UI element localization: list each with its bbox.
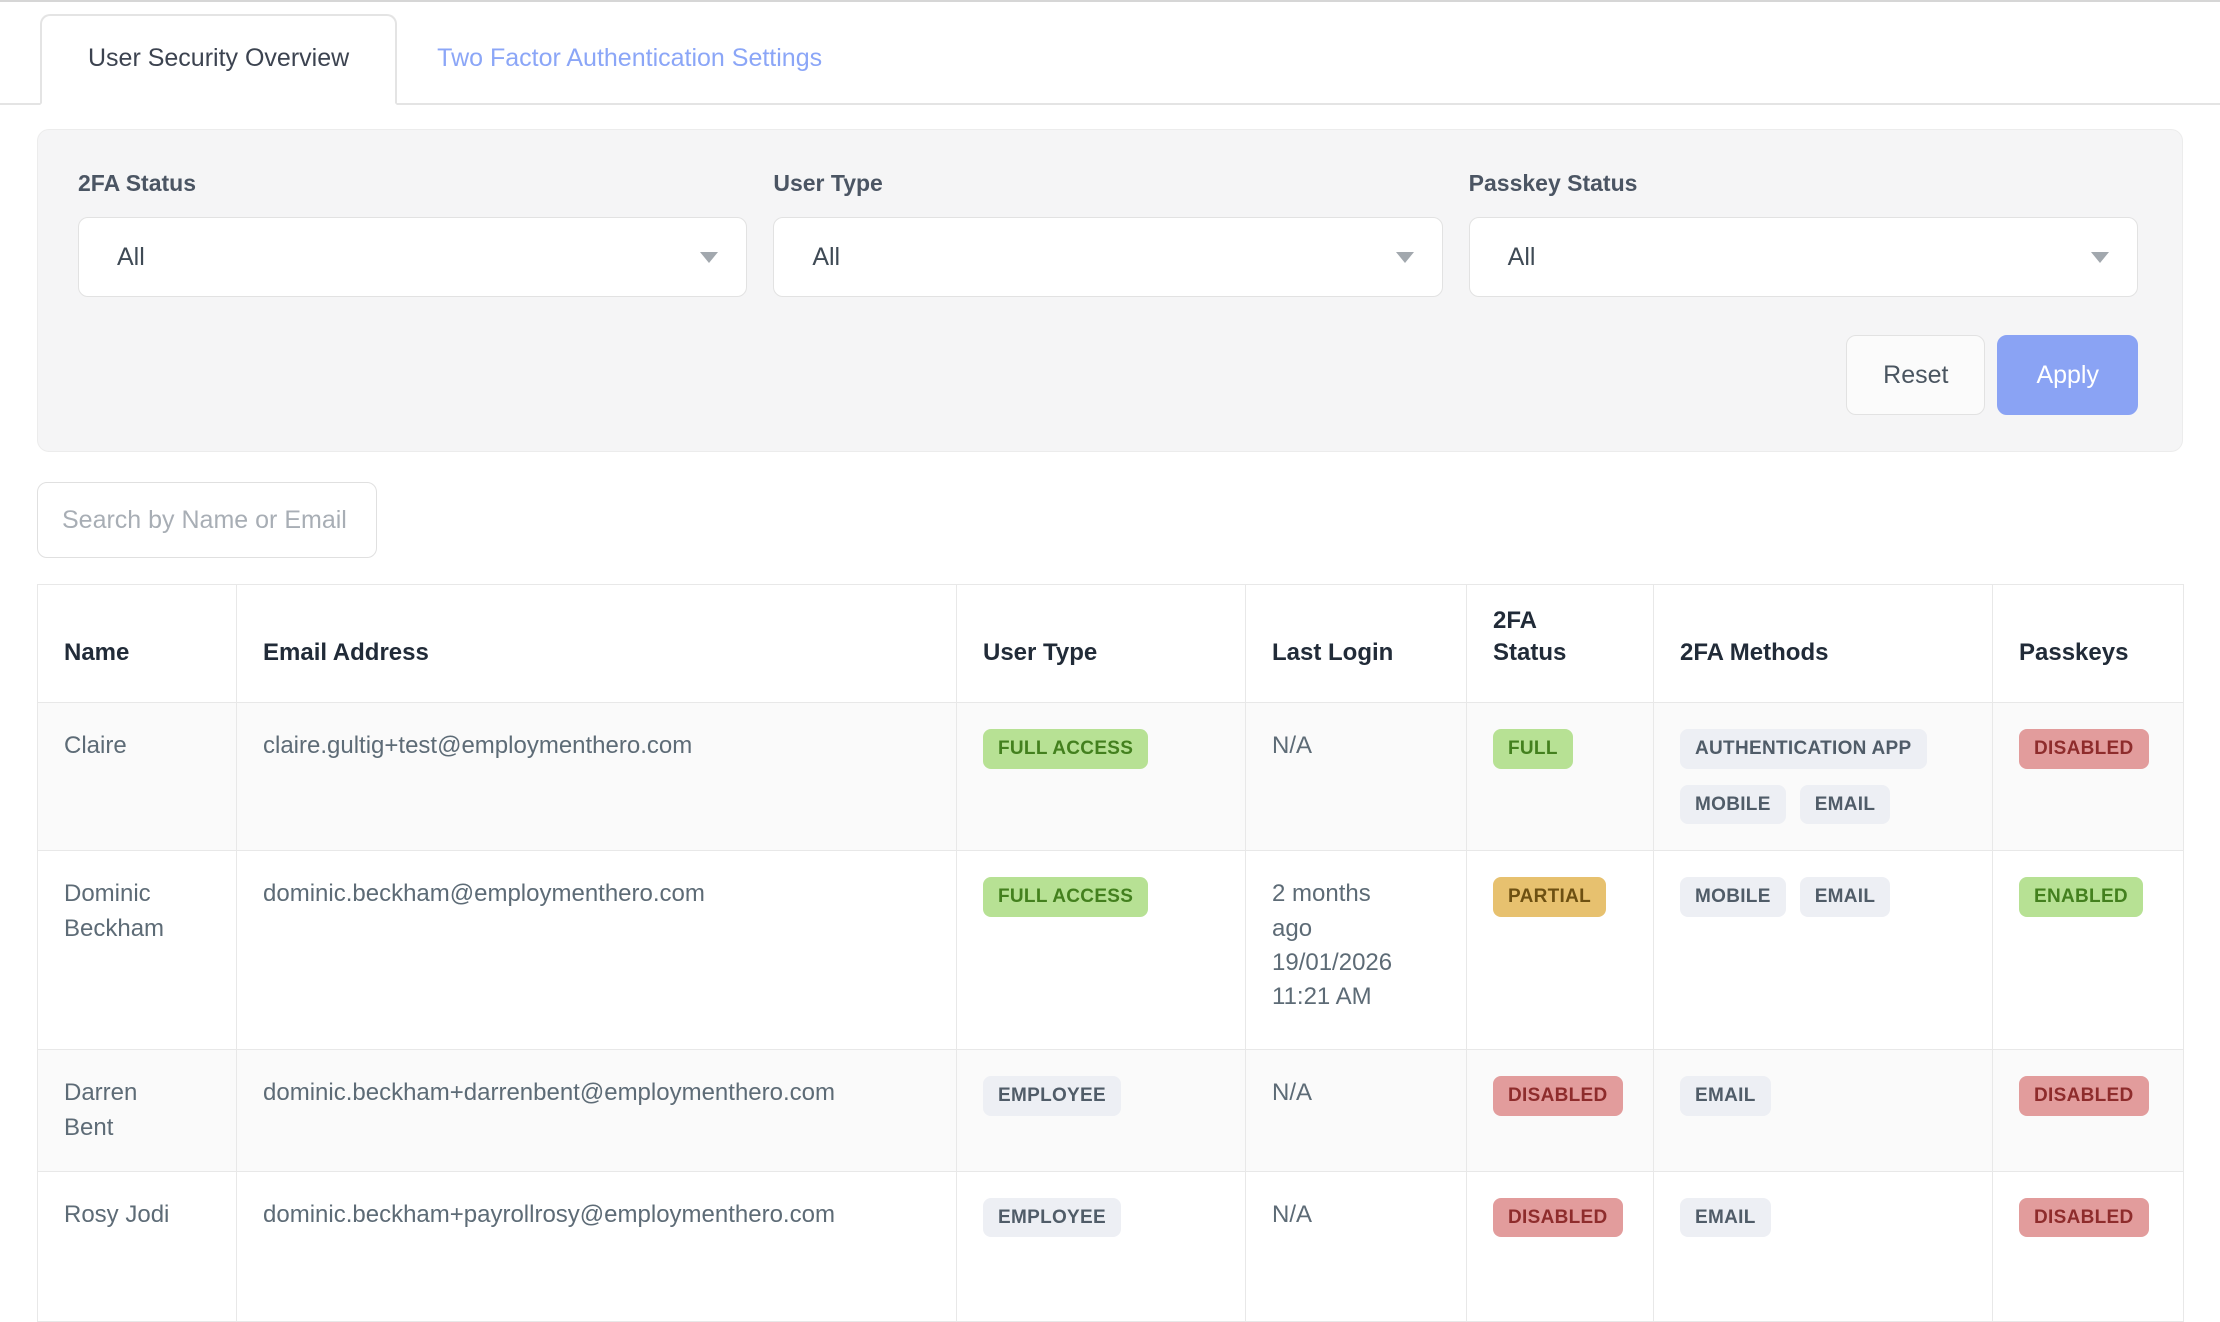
cell-email: claire.gultig+test@employmenthero.com: [236, 701, 957, 852]
2fa-method-badge: MOBILE: [1680, 784, 1786, 825]
cell-last-login: N/A: [1245, 1049, 1467, 1172]
search-row: [37, 482, 2183, 558]
passkeys-badge: ENABLED: [2019, 877, 2143, 918]
passkey-status-select-value: All: [1507, 242, 1536, 271]
cell-email: dominic.beckham+darrenbent@employmenther…: [236, 1049, 957, 1172]
cell-name: Dominic Beckham: [37, 850, 237, 1051]
2fa-method-badge: EMAIL: [1680, 1197, 1771, 1238]
2fa-method-badge: EMAIL: [1799, 877, 1891, 918]
search-input[interactable]: [37, 482, 377, 558]
column-header-passkeys: Passkeys: [1992, 584, 2184, 703]
cell-2fa-status: PARTIAL: [1466, 850, 1654, 1051]
table-header-row: Name Email Address User Type Last Login …: [37, 584, 2184, 703]
cell-user-type: EMPLOYEE: [956, 1170, 1246, 1322]
column-header-last-login: Last Login: [1245, 584, 1467, 703]
filter-label-2fa-status: 2FA Status: [78, 170, 197, 196]
chevron-down-icon: [700, 251, 719, 263]
tab-two-factor-authentication-settings[interactable]: Two Factor Authentication Settings: [437, 44, 823, 72]
filter-group-user-type: User Type All: [773, 170, 1443, 297]
cell-email: dominic.beckham+payrollrosy@employmenthe…: [236, 1170, 957, 1322]
filter-group-passkey-status: Passkey Status All: [1468, 170, 2138, 297]
2fa-method-badge: AUTHENTICATION APP: [1680, 728, 1927, 769]
column-header-name: Name: [37, 584, 237, 703]
2fa-status-select-value: All: [117, 242, 145, 271]
cell-name: Rosy Jodi: [37, 1170, 237, 1322]
user-type-badge: FULL ACCESS: [983, 877, 1149, 918]
table-row: Darren Bent dominic.beckham+darrenbent@e…: [37, 1049, 2184, 1172]
passkeys-badge: DISABLED: [2019, 1076, 2149, 1117]
2fa-status-badge: PARTIAL: [1493, 877, 1607, 918]
column-header-2fa-methods: 2FA Methods: [1653, 584, 1993, 703]
column-header-2fa-status: 2FA Status: [1466, 584, 1654, 703]
cell-email: dominic.beckham@employmenthero.com: [236, 850, 957, 1051]
passkeys-badge: DISABLED: [2019, 728, 2149, 769]
passkeys-badge: DISABLED: [2019, 1197, 2149, 1238]
cell-user-type: FULL ACCESS: [956, 850, 1246, 1051]
filter-label-user-type: User Type: [773, 170, 883, 196]
cell-passkeys: DISABLED: [1992, 701, 2184, 852]
2fa-status-select[interactable]: All: [78, 217, 748, 297]
chevron-down-icon: [2090, 251, 2109, 263]
apply-button[interactable]: Apply: [1997, 335, 2138, 415]
user-type-badge: EMPLOYEE: [983, 1076, 1121, 1117]
table-row: Rosy Jodi dominic.beckham+payrollrosy@em…: [37, 1170, 2184, 1322]
cell-2fa-methods: EMAIL: [1653, 1049, 1993, 1172]
column-header-email: Email Address: [236, 584, 957, 703]
user-type-badge: FULL ACCESS: [983, 728, 1149, 769]
reset-button[interactable]: Reset: [1846, 335, 1986, 415]
user-type-select-value: All: [812, 242, 841, 271]
column-header-user-type: User Type: [956, 584, 1246, 703]
user-security-table: Name Email Address User Type Last Login …: [37, 584, 2184, 1322]
cell-passkeys: DISABLED: [1992, 1170, 2184, 1322]
cell-user-type: FULL ACCESS: [956, 701, 1246, 852]
filter-panel: 2FA Status All User Type All Passkey Sta…: [37, 129, 2183, 452]
cell-passkeys: ENABLED: [1992, 850, 2184, 1051]
2fa-status-badge: DISABLED: [1493, 1197, 1623, 1238]
user-type-badge: EMPLOYEE: [983, 1197, 1121, 1238]
2fa-status-badge: DISABLED: [1493, 1076, 1623, 1117]
cell-name: Claire: [37, 701, 237, 852]
tab-bar: User Security Overview Two Factor Authen…: [0, 14, 2220, 105]
cell-passkeys: DISABLED: [1992, 1049, 2184, 1172]
cell-last-login: N/A: [1245, 1170, 1467, 1322]
filter-actions: Reset Apply: [78, 335, 2138, 415]
user-type-select[interactable]: All: [773, 217, 1443, 297]
tab-user-security-overview[interactable]: User Security Overview: [40, 14, 398, 105]
filter-group-2fa-status: 2FA Status All: [78, 170, 748, 297]
cell-2fa-status: DISABLED: [1466, 1170, 1654, 1322]
cell-2fa-status: DISABLED: [1466, 1049, 1654, 1172]
cell-user-type: EMPLOYEE: [956, 1049, 1246, 1172]
cell-2fa-status: FULL: [1466, 701, 1654, 852]
table-row: Claire claire.gultig+test@employmenthero…: [37, 701, 2184, 852]
2fa-method-badge: EMAIL: [1799, 784, 1891, 825]
2fa-status-badge: FULL: [1493, 728, 1573, 769]
filter-label-passkey-status: Passkey Status: [1468, 170, 1638, 196]
cell-2fa-methods: EMAIL: [1653, 1170, 1993, 1322]
2fa-method-badge: MOBILE: [1680, 877, 1786, 918]
cell-name: Darren Bent: [37, 1049, 237, 1172]
passkey-status-select[interactable]: All: [1468, 217, 2138, 297]
cell-last-login: N/A: [1245, 701, 1467, 852]
table-row: Dominic Beckham dominic.beckham@employme…: [37, 850, 2184, 1051]
cell-2fa-methods: AUTHENTICATION APP MOBILE EMAIL: [1653, 701, 1993, 852]
2fa-method-badge: EMAIL: [1680, 1076, 1771, 1117]
cell-last-login: 2 months ago 19/01/2026 11:21 AM: [1245, 850, 1467, 1051]
chevron-down-icon: [1395, 251, 1414, 263]
top-divider: [0, 0, 2220, 2]
cell-2fa-methods: MOBILE EMAIL: [1653, 850, 1993, 1051]
